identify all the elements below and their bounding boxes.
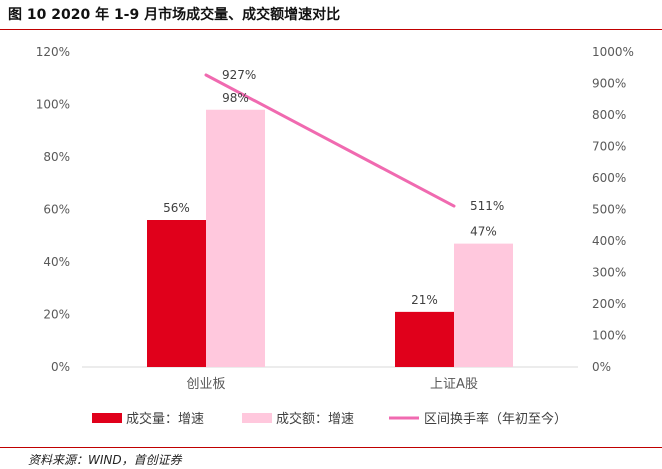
right-tick-label: 0%: [592, 360, 611, 374]
right-tick-label: 700%: [592, 140, 626, 154]
left-tick-label: 40%: [43, 255, 70, 269]
data-labels: 56% 98% 21% 47% 927% 511%: [163, 68, 504, 307]
left-tick-label: 120%: [36, 45, 70, 59]
right-tick-label: 900%: [592, 77, 626, 91]
line-data-label: 927%: [222, 68, 256, 82]
bar-amount: [206, 109, 265, 367]
line-data-label: 511%: [470, 199, 504, 213]
category-labels: 创业板 上证A股: [186, 377, 477, 392]
bar-volume: [395, 311, 454, 367]
figure-title: 图 10 2020 年 1-9 月市场成交量、成交额增速对比: [8, 7, 341, 23]
source-note: 资料来源：WIND，首创证券: [28, 453, 182, 467]
legend-swatch-amount: [242, 413, 272, 423]
bar-data-label: 56%: [163, 201, 190, 215]
legend-label-turnover: 区间换手率（年初至今）: [424, 411, 567, 427]
bar-amount: [454, 243, 513, 367]
right-tick-label: 400%: [592, 234, 626, 248]
bar-volume: [147, 220, 206, 367]
bottom-rule: [0, 447, 662, 448]
category-label: 创业板: [186, 377, 225, 392]
right-axis: 0% 100% 200% 300% 400% 500% 600% 700% 800% 900% 10…: [592, 45, 634, 374]
bar-data-label: 21%: [411, 293, 438, 307]
turnover-line: [204, 73, 456, 208]
bar-data-label: 47%: [470, 225, 497, 239]
legend: 成交量：增速 成交额：增速 区间换手率（年初至今）: [92, 411, 567, 427]
right-tick-label: 800%: [592, 108, 626, 122]
left-tick-label: 60%: [43, 203, 70, 217]
legend-label-volume: 成交量：增速: [126, 411, 204, 427]
right-tick-label: 1000%: [592, 45, 634, 59]
legend-label-amount: 成交额：增速: [276, 411, 354, 427]
left-tick-label: 80%: [43, 150, 70, 164]
top-rule: [0, 29, 662, 30]
right-tick-label: 600%: [592, 171, 626, 185]
bars: [147, 109, 513, 367]
turnover-line-path: [204, 73, 456, 208]
right-tick-label: 500%: [592, 203, 626, 217]
category-label: 上证A股: [430, 377, 478, 392]
left-tick-label: 0%: [51, 360, 70, 374]
right-tick-label: 300%: [592, 266, 626, 280]
right-tick-label: 100%: [592, 329, 626, 343]
left-tick-label: 20%: [43, 308, 70, 322]
left-axis: 0% 20% 40% 60% 80% 100% 120%: [36, 45, 70, 374]
legend-swatch-volume: [92, 413, 122, 423]
left-tick-label: 100%: [36, 98, 70, 112]
bar-data-label: 98%: [222, 91, 249, 105]
right-tick-label: 200%: [592, 297, 626, 311]
